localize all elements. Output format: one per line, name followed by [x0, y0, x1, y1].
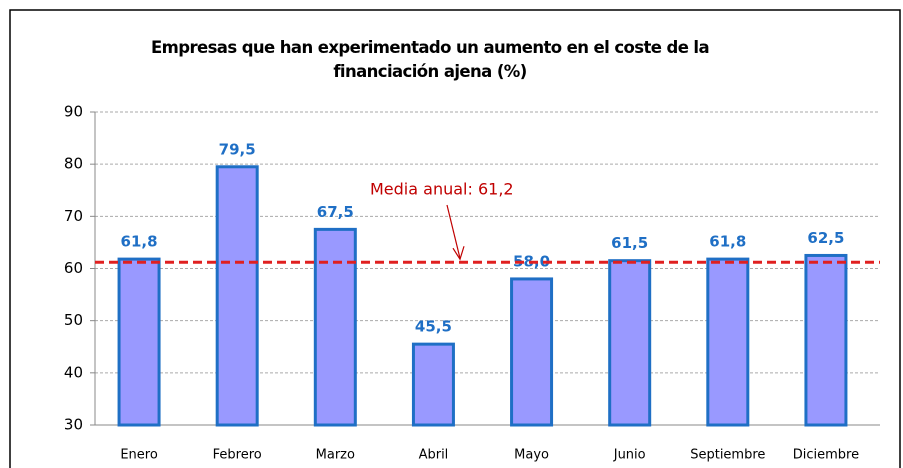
- mean-annotation: Media anual: 61,2: [370, 180, 514, 199]
- bar: [706, 257, 750, 427]
- y-tick-label: 80: [64, 155, 83, 173]
- bar: [117, 257, 161, 427]
- data-label: 79,5: [219, 140, 256, 158]
- x-tick-label: Septiembre: [690, 448, 765, 463]
- bar: [804, 253, 848, 427]
- annotation-arrow: [446, 204, 461, 259]
- data-label: 67,5: [317, 203, 354, 221]
- data-label: 61,8: [121, 233, 158, 251]
- data-label: 61,8: [709, 233, 746, 251]
- y-tick-label: 60: [64, 259, 83, 277]
- bar: [510, 277, 554, 427]
- chart-title: Empresas que han experimentado un aument…: [150, 38, 710, 81]
- y-tick-label: 90: [64, 103, 83, 121]
- annotation-arrowhead: [452, 246, 465, 261]
- bar: [215, 165, 259, 427]
- x-tick-label: Marzo: [316, 448, 355, 463]
- y-tick-label: 50: [64, 311, 83, 329]
- x-tick-label: Febrero: [213, 448, 262, 463]
- x-tick-label: Mayo: [514, 448, 549, 463]
- chart-border: [9, 9, 901, 468]
- bar: [313, 227, 357, 427]
- y-tick-label: 30: [64, 416, 83, 434]
- data-label: 62,5: [807, 229, 844, 247]
- y-tick-label: 40: [64, 363, 83, 381]
- x-tick-label: Enero: [120, 448, 158, 463]
- x-tick-label: Junio: [613, 448, 646, 463]
- x-tick-label: Abril: [419, 448, 449, 463]
- data-label: 45,5: [415, 318, 452, 336]
- y-tick-label: 70: [64, 207, 83, 225]
- x-tick-label: Diciembre: [793, 448, 859, 463]
- bar: [608, 259, 652, 427]
- bar: [411, 342, 455, 427]
- data-label: 61,5: [611, 234, 648, 252]
